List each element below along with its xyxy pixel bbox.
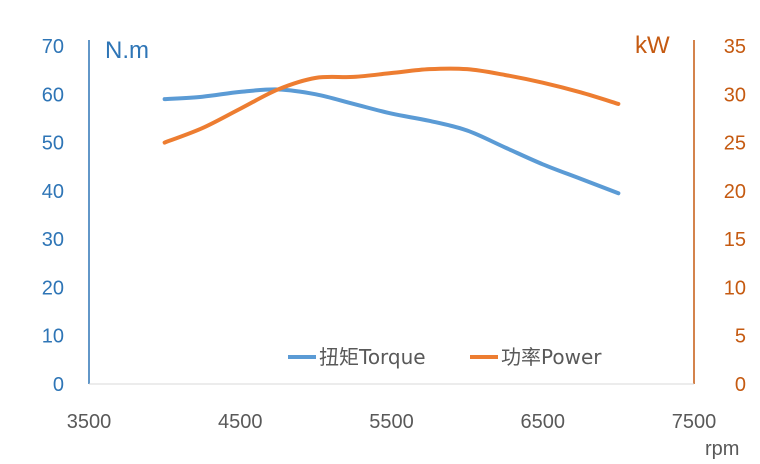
right-tick-label: 20 <box>724 181 746 203</box>
x-tick-label: 4500 <box>218 411 263 433</box>
left-tick-label: 30 <box>42 229 64 251</box>
right-tick-label: 30 <box>724 84 746 106</box>
legend: 扭矩Torque 功率Power <box>288 345 602 369</box>
right-tick-label: 0 <box>735 374 746 396</box>
torque-series-line <box>162 87 621 196</box>
legend-label-torque: 扭矩Torque <box>319 345 426 369</box>
left-tick-label: 10 <box>42 326 64 348</box>
left-tick-label: 20 <box>42 277 64 299</box>
right-tick-label: 5 <box>735 326 746 348</box>
left-axis-unit: N.m <box>105 37 149 64</box>
x-axis-ticks: 3500 4500 5500 6500 7500 <box>67 411 717 433</box>
left-tick-label: 70 <box>42 36 64 58</box>
left-tick-label: 60 <box>42 84 64 106</box>
legend-label-power: 功率Power <box>501 345 602 369</box>
x-tick-label: 5500 <box>369 411 414 433</box>
right-tick-label: 35 <box>724 36 746 58</box>
x-tick-label: 3500 <box>67 411 112 433</box>
power-series-line <box>162 66 621 145</box>
x-tick-label: 6500 <box>521 411 566 433</box>
left-axis-ticks: 0 10 20 30 40 50 60 70 <box>42 36 64 396</box>
left-tick-label: 50 <box>42 133 64 155</box>
right-axis-ticks: 0 5 10 15 20 25 30 35 <box>724 36 746 396</box>
x-tick-label: 7500 <box>672 411 717 433</box>
right-tick-label: 15 <box>724 229 746 251</box>
right-axis-unit: kW <box>635 32 670 59</box>
right-tick-label: 25 <box>724 133 746 155</box>
x-axis-unit: rpm <box>705 438 739 460</box>
right-tick-label: 10 <box>724 277 746 299</box>
left-tick-label: 40 <box>42 181 64 203</box>
left-tick-label: 0 <box>53 374 64 396</box>
series-layer <box>162 66 621 196</box>
